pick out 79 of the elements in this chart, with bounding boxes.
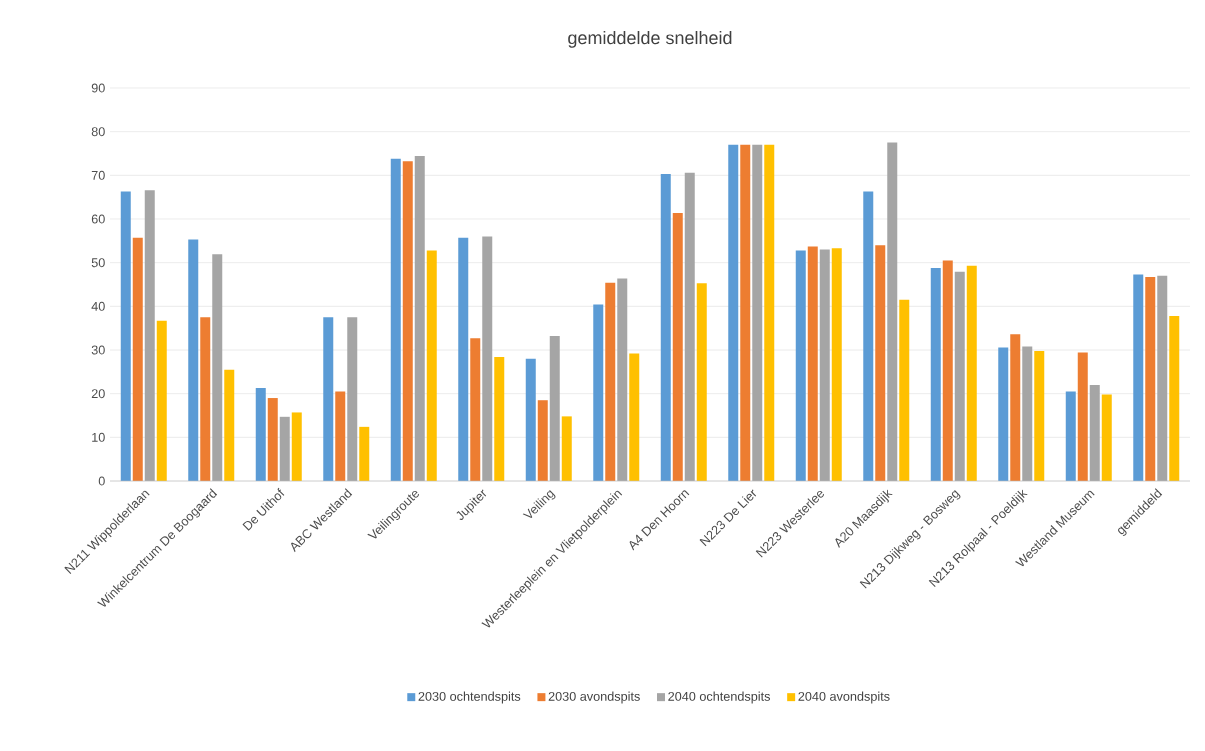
bar — [525, 358, 536, 481]
bar — [930, 267, 941, 481]
bar — [402, 161, 413, 481]
bar — [335, 391, 346, 481]
y-tick-label: 90 — [91, 83, 105, 93]
bar — [672, 212, 683, 481]
bar — [954, 271, 965, 481]
bar — [561, 416, 572, 481]
legend-label: 2040 avondspits — [798, 691, 890, 704]
bar — [1034, 350, 1045, 481]
bar — [414, 156, 425, 481]
bar — [819, 249, 830, 481]
bar — [752, 144, 763, 481]
bar — [494, 356, 505, 481]
bar — [1157, 275, 1168, 481]
bar — [132, 237, 143, 481]
y-tick-label: 10 — [92, 432, 105, 442]
y-tick-label: 80 — [91, 127, 105, 137]
bar — [875, 245, 886, 481]
bar — [390, 158, 401, 481]
bar — [740, 144, 751, 481]
bar — [200, 317, 211, 481]
bar — [1145, 277, 1156, 481]
bar — [1101, 394, 1112, 481]
bar — [1089, 384, 1100, 481]
legend-label: 2040 ochtendspits — [668, 691, 770, 704]
bar — [617, 278, 628, 481]
bar — [696, 283, 707, 481]
bar — [605, 282, 616, 481]
bar — [966, 265, 977, 481]
bar — [279, 416, 290, 481]
bar — [537, 400, 548, 481]
bar — [549, 336, 560, 481]
bar — [1022, 346, 1033, 481]
legend-label: 2030 ochtendspits — [418, 691, 521, 704]
bar — [1077, 352, 1088, 481]
bar — [942, 260, 953, 481]
bar — [1169, 315, 1180, 481]
bar — [156, 320, 167, 481]
bar — [323, 317, 334, 481]
bar — [807, 246, 818, 481]
bar — [267, 398, 278, 481]
y-tick-label: 60 — [91, 214, 105, 224]
y-tick-label: 30 — [91, 345, 105, 355]
bar — [1010, 334, 1021, 481]
bar — [188, 239, 199, 481]
bar — [998, 347, 1009, 481]
legend-label: 2030 avondspits — [548, 691, 640, 704]
y-tick-label: 40 — [91, 301, 105, 311]
bar — [1133, 274, 1144, 481]
bar — [831, 248, 842, 481]
bar — [629, 353, 640, 481]
bar — [144, 190, 155, 481]
bar — [593, 304, 604, 481]
bar — [764, 144, 775, 481]
bar — [1065, 391, 1076, 481]
y-tick-label: 70 — [91, 170, 105, 180]
bar — [684, 172, 695, 481]
bar — [728, 144, 739, 481]
bar — [255, 387, 266, 481]
bar — [660, 174, 671, 481]
y-tick-label: 50 — [91, 258, 105, 268]
bar — [887, 142, 898, 481]
bar — [347, 317, 358, 481]
bar — [120, 191, 131, 481]
bar — [291, 412, 302, 481]
bar — [224, 369, 235, 481]
bar — [426, 250, 437, 481]
y-tick-label: 20 — [91, 389, 105, 399]
bar — [899, 299, 910, 481]
bar — [359, 426, 370, 481]
bar — [458, 237, 469, 481]
bar — [863, 191, 874, 481]
bar — [795, 250, 806, 481]
bar — [470, 338, 481, 481]
bar — [482, 236, 493, 481]
chart-title: gemiddelde snelheid — [568, 30, 732, 48]
bar — [212, 254, 223, 481]
y-tick-label: 0 — [98, 476, 105, 486]
